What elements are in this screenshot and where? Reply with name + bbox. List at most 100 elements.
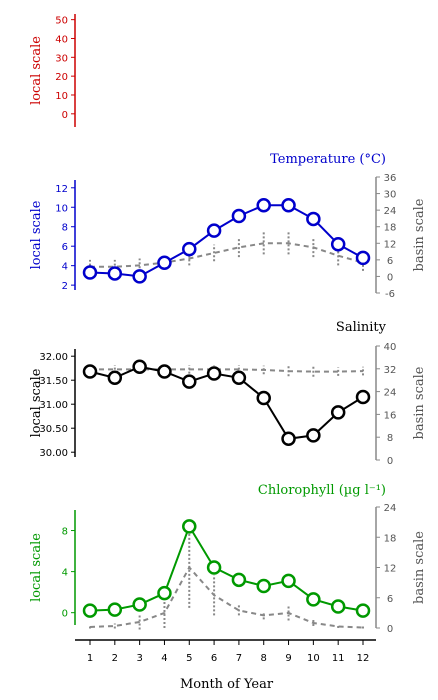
salinity-left-tick-label: 30.50: [39, 424, 68, 435]
salinity-point: [132, 359, 147, 375]
x-tick-label: 12: [357, 653, 370, 664]
empty-left-tick-label: 0: [62, 110, 68, 121]
x-tick-label: 1: [87, 653, 93, 664]
temperature-right-tick-label: 36: [384, 173, 397, 184]
chlorophyll-point: [182, 519, 197, 534]
salinity-point: [306, 428, 321, 443]
salinity-right-tick-label: 8: [387, 433, 393, 444]
salinity-point: [281, 431, 296, 447]
chlorophyll-ylabel-right: basin scale: [412, 531, 427, 604]
empty-left-tick-label: 40: [55, 34, 68, 45]
temperature-basin-line: [90, 242, 364, 268]
temperature-right-tick-label: 30: [384, 190, 397, 201]
temperature-point: [157, 255, 172, 270]
salinity-point: [107, 370, 123, 386]
salinity-point: [330, 405, 346, 420]
chlorophyll-right-tick-label: 6: [387, 594, 393, 605]
salinity-title: Salinity: [336, 320, 387, 335]
chlorophyll-point: [281, 573, 296, 589]
chlorophyll-title: Chlorophyll (µg l⁻¹): [258, 483, 386, 498]
temperature-left-tick-label: 6: [62, 242, 68, 253]
temperature-left-tick-label: 10: [55, 203, 68, 214]
salinity-point: [355, 389, 371, 405]
salinity-point: [206, 366, 222, 381]
x-tick-label: 11: [332, 653, 345, 664]
x-tick-label: 2: [112, 653, 118, 664]
temperature-left-tick-label: 12: [55, 184, 68, 195]
salinity-point: [157, 364, 172, 379]
chlorophyll-ylabel: local scale: [29, 533, 44, 602]
temperature-point: [330, 236, 346, 252]
temperature-right-tick-label: -6: [385, 289, 395, 300]
x-tick-label: 6: [211, 653, 217, 664]
chlorophyll-left-tick-label: 4: [62, 568, 68, 579]
temperature-right-tick-label: 18: [384, 223, 397, 234]
salinity-right-tick-label: 40: [384, 342, 397, 353]
chlorophyll-point: [132, 597, 147, 612]
salinity-left-tick-label: 32.00: [39, 352, 68, 363]
chlorophyll-basin-line: [89, 565, 364, 629]
chlorophyll-point: [231, 572, 247, 588]
salinity-right-tick-label: 16: [384, 410, 397, 421]
chlorophyll-point: [330, 599, 346, 614]
salinity-point: [82, 364, 98, 379]
salinity-series-line: [89, 365, 364, 440]
x-tick-label: 4: [161, 653, 167, 664]
x-axis-label: Month of Year: [180, 677, 274, 692]
temperature-point: [82, 265, 98, 280]
temperature-point: [281, 198, 296, 213]
temperature-right-tick-label: 12: [384, 239, 397, 250]
temperature-ylabel: local scale: [29, 200, 44, 269]
salinity-right-tick-label: 32: [384, 365, 397, 376]
temperature-right-tick-label: 0: [387, 272, 393, 283]
temperature-point: [256, 198, 271, 213]
salinity-ylabel-right: basin scale: [412, 366, 427, 439]
chlorophyll-point: [256, 578, 271, 594]
temperature-point: [355, 250, 371, 266]
salinity-point: [182, 374, 197, 389]
temperature-right-tick-label: 6: [387, 256, 393, 267]
temperature-ylabel-right: basin scale: [412, 198, 427, 271]
temperature-point: [182, 241, 197, 257]
chlorophyll-point: [206, 560, 222, 575]
temperature-point: [132, 269, 147, 284]
x-tick-label: 7: [236, 653, 242, 664]
chlorophyll-point: [82, 603, 98, 618]
salinity-left-tick-label: 30.00: [39, 448, 68, 459]
x-tick-label: 8: [261, 653, 267, 664]
x-tick-label: 10: [307, 653, 320, 664]
empty-ylabel: local scale: [29, 36, 44, 105]
temperature-left-tick-label: 2: [62, 281, 68, 292]
temperature-left-tick-label: 4: [62, 262, 68, 273]
salinity-right-tick-label: 24: [384, 388, 397, 399]
temperature-point: [306, 211, 321, 227]
chlorophyll-point: [107, 602, 123, 617]
x-tick-label: 3: [136, 653, 142, 664]
empty-left-tick-label: 20: [55, 72, 68, 83]
salinity-point: [256, 390, 271, 406]
x-tick-label: 9: [285, 653, 291, 664]
chlorophyll-point: [157, 585, 172, 601]
temperature-point: [107, 266, 123, 281]
chlorophyll-right-tick-label: 18: [384, 533, 397, 544]
x-tick-label: 5: [186, 653, 192, 664]
temperature-right-tick-label: 24: [384, 206, 397, 217]
salinity-point: [231, 370, 247, 386]
temperature-point: [206, 223, 222, 238]
salinity-ylabel: local scale: [29, 368, 44, 437]
temperature-point: [231, 208, 247, 224]
temperature-title: Temperature (°C): [270, 152, 386, 167]
empty-left-tick-label: 50: [55, 16, 68, 27]
salinity-right-tick-label: 0: [387, 456, 393, 467]
salinity-left-tick-label: 31.00: [39, 400, 68, 411]
chlorophyll-right-tick-label: 12: [384, 564, 397, 575]
chlorophyll-left-tick-label: 8: [62, 527, 68, 538]
chlorophyll-right-tick-label: 0: [387, 624, 393, 635]
chlorophyll-right-tick-label: 24: [384, 503, 397, 514]
empty-left-tick-label: 10: [55, 91, 68, 102]
chlorophyll-point: [306, 592, 321, 607]
chlorophyll-point: [355, 603, 371, 618]
chlorophyll-series-line: [89, 524, 364, 612]
empty-left-tick-label: 30: [55, 53, 68, 64]
